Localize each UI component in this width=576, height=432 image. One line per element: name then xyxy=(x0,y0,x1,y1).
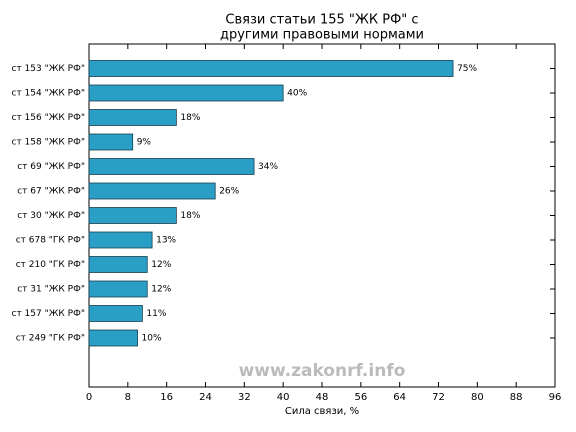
value-label: 9% xyxy=(137,138,152,148)
value-label: 12% xyxy=(151,260,171,270)
y-tick-label: ст 678 "ГК РФ" xyxy=(16,236,85,246)
x-tick-label: 80 xyxy=(471,392,484,403)
value-label: 18% xyxy=(180,113,200,123)
y-tick-label: ст 154 "ЖК РФ" xyxy=(12,89,86,99)
chart-title: другими правовыми нормами xyxy=(220,28,424,43)
value-label: 40% xyxy=(287,89,307,99)
x-tick-label: 32 xyxy=(238,392,251,403)
bar xyxy=(88,109,177,126)
chart-title: Связи статьи 155 "ЖК РФ" с xyxy=(225,13,418,28)
y-tick-label: ст 156 "ЖК РФ" xyxy=(12,113,86,123)
value-label: 12% xyxy=(151,285,171,295)
x-tick-label: 40 xyxy=(277,392,290,403)
bar xyxy=(88,84,284,102)
value-label: 18% xyxy=(180,211,200,221)
x-axis-label: Сила связи, % xyxy=(285,406,359,417)
value-label: 11% xyxy=(146,309,166,319)
y-tick-label: ст 30 "ЖК РФ" xyxy=(17,211,85,221)
y-tick-label: ст 69 "ЖК РФ" xyxy=(17,162,85,172)
x-tick-label: 64 xyxy=(393,392,406,403)
x-tick-label: 8 xyxy=(125,392,131,403)
y-tick-label: ст 210 "ГК РФ" xyxy=(16,260,85,270)
y-tick-label: ст 153 "ЖК РФ" xyxy=(12,64,86,74)
x-tick-label: 48 xyxy=(316,392,329,403)
y-tick-label: ст 31 "ЖК РФ" xyxy=(17,285,85,295)
y-tick-label: ст 158 "ЖК РФ" xyxy=(12,138,86,148)
y-tick-label: ст 67 "ЖК РФ" xyxy=(17,187,85,197)
value-label: 75% xyxy=(457,64,477,74)
value-label: 26% xyxy=(219,187,239,197)
value-label: 13% xyxy=(156,236,176,246)
bar xyxy=(88,305,143,322)
x-tick-label: 0 xyxy=(86,392,92,403)
x-tick-label: 88 xyxy=(510,392,523,403)
x-tick-label: 24 xyxy=(199,392,212,403)
value-label: 10% xyxy=(142,334,162,344)
bar xyxy=(88,207,177,224)
bar xyxy=(88,182,216,200)
x-tick-label: 72 xyxy=(432,392,445,403)
bar xyxy=(88,329,138,347)
y-tick-label: ст 157 "ЖК РФ" xyxy=(12,309,86,319)
x-tick-label: 56 xyxy=(354,392,367,403)
bar xyxy=(88,133,134,151)
bar xyxy=(88,280,148,298)
bar xyxy=(88,158,255,175)
bar xyxy=(88,60,454,77)
bar xyxy=(88,256,148,273)
y-tick-label: ст 249 "ГК РФ" xyxy=(16,334,85,344)
x-tick-label: 16 xyxy=(160,392,173,403)
value-label: 34% xyxy=(258,162,278,172)
watermark: www.zakonrf.info xyxy=(239,361,406,381)
bar xyxy=(88,231,153,249)
x-tick-label: 96 xyxy=(549,392,562,403)
